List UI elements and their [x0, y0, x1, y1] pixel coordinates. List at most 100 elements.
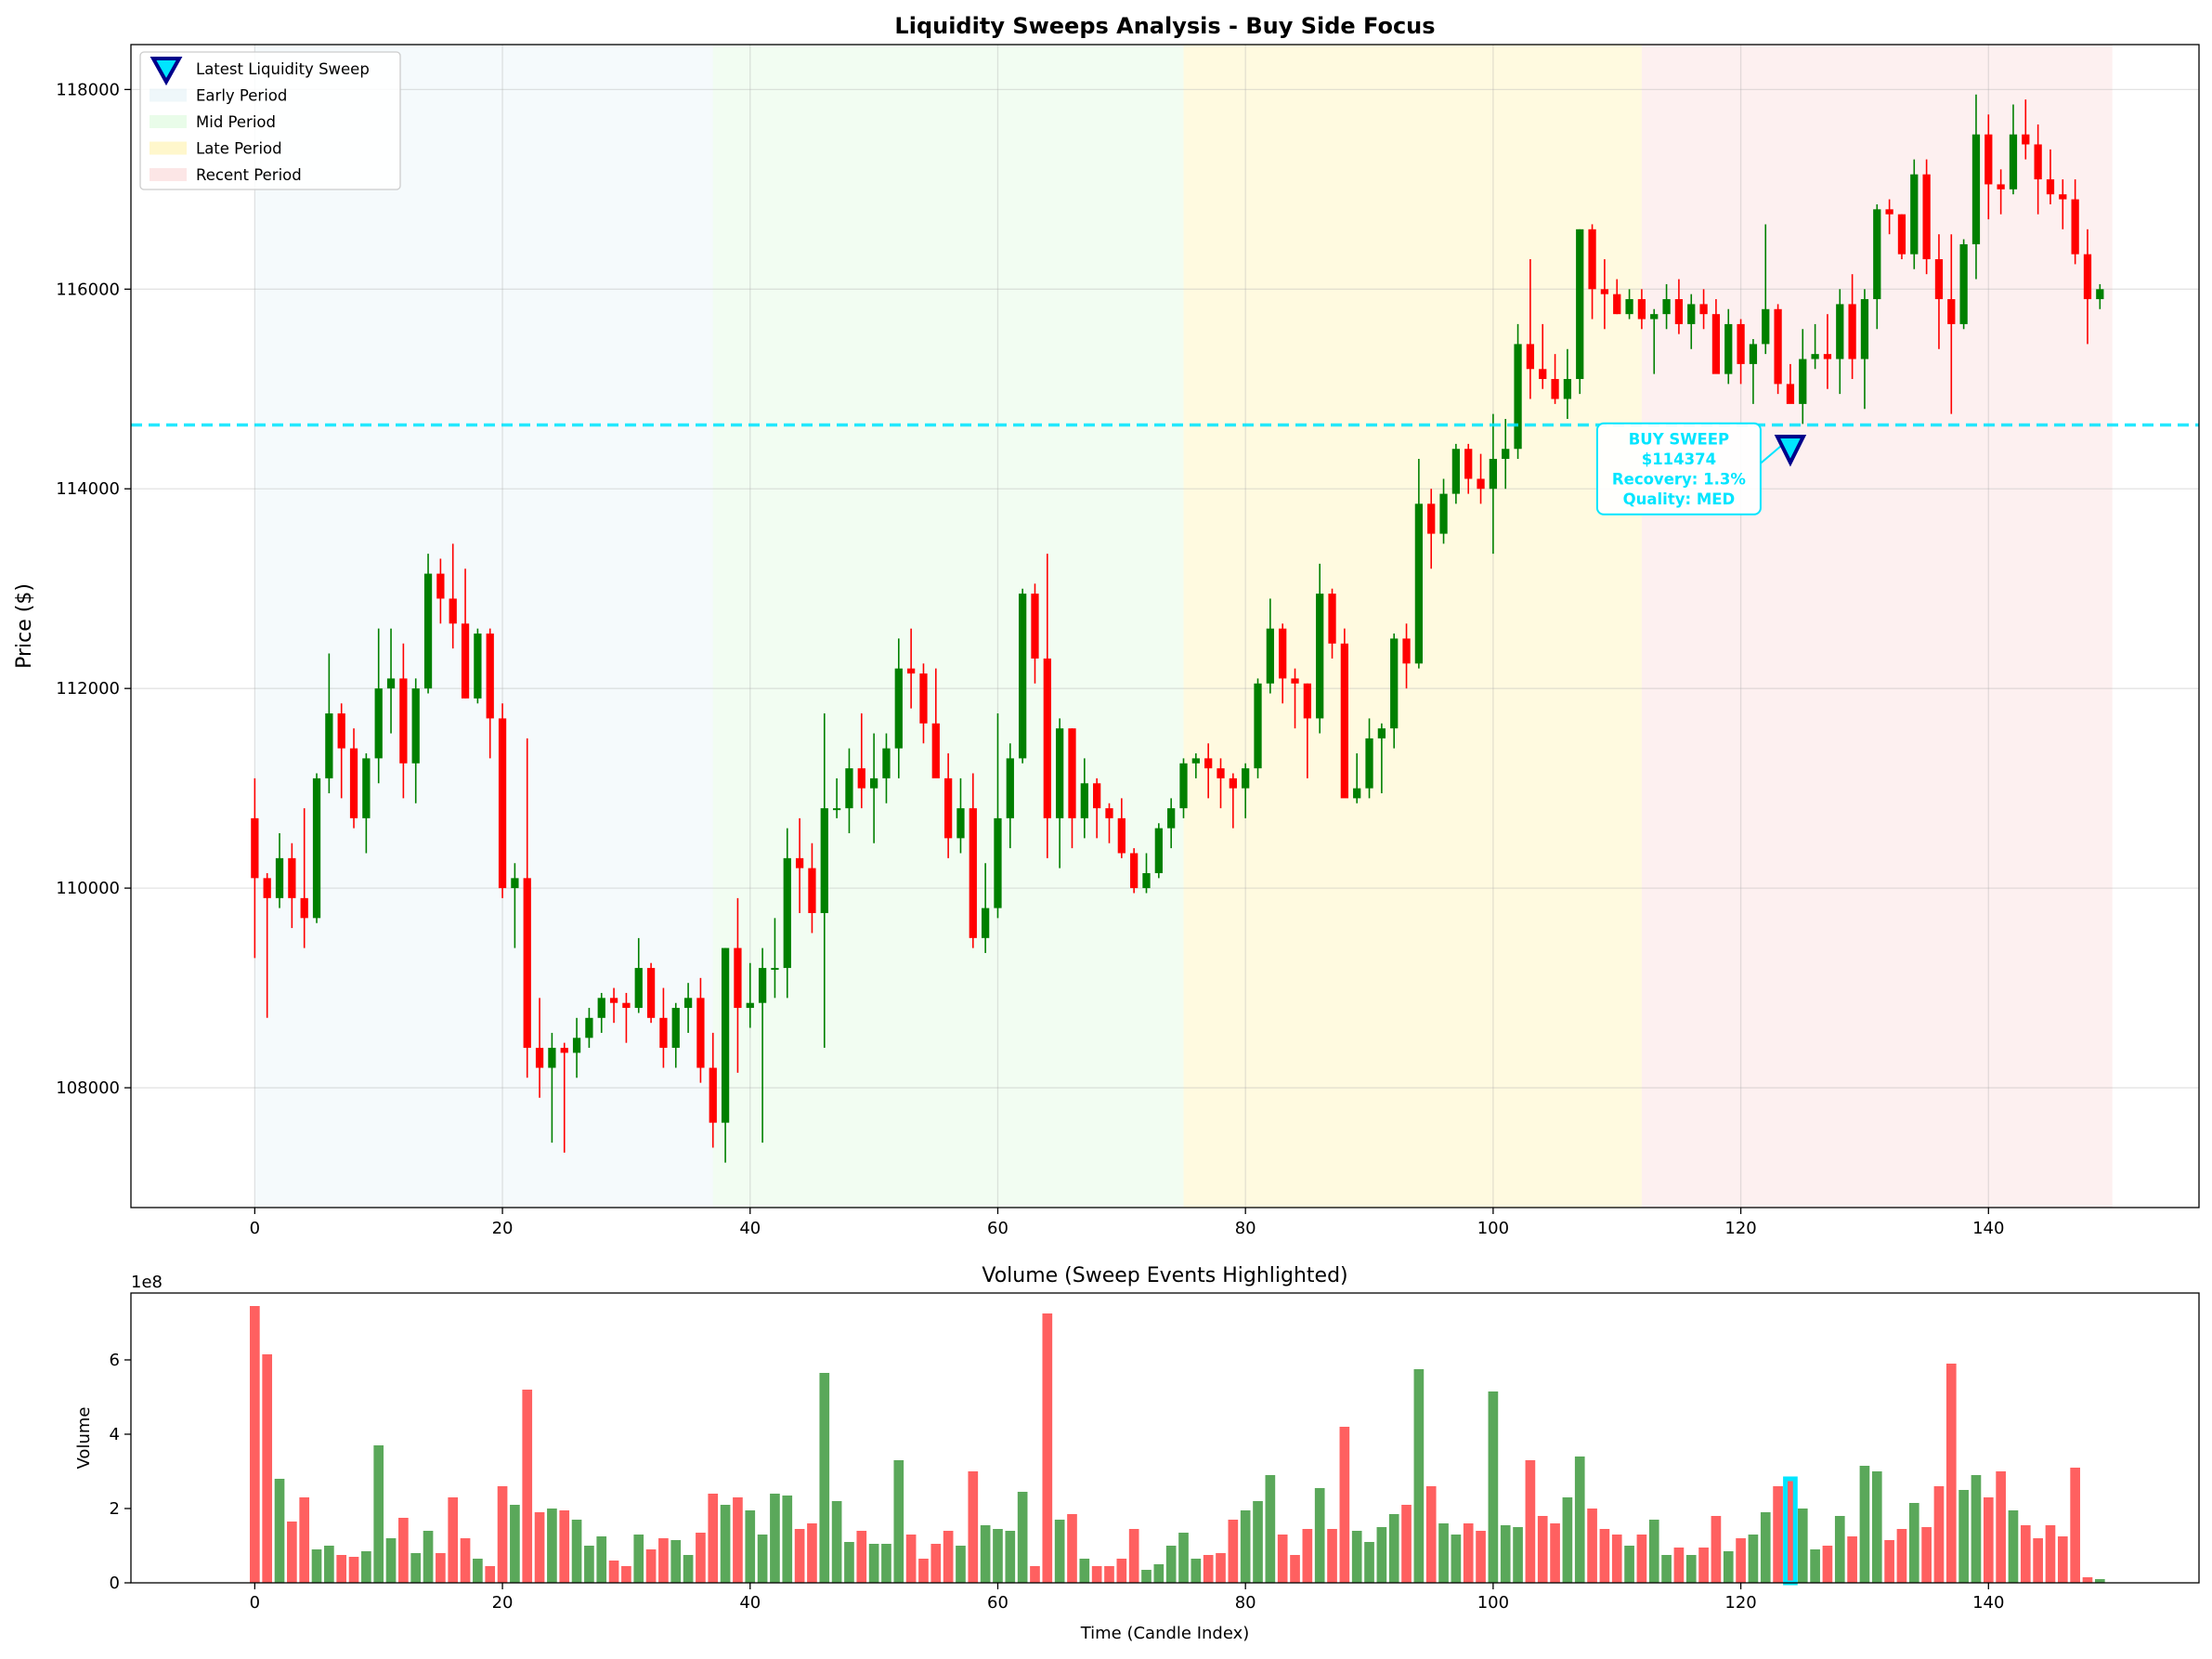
x-tick-label: 20: [492, 1593, 514, 1613]
candle-body: [449, 598, 457, 624]
candle-body: [1377, 728, 1386, 738]
volume-bar: [1574, 1457, 1585, 1583]
volume-bar: [1067, 1514, 1077, 1583]
candle-body: [275, 857, 284, 898]
candle-body: [461, 623, 470, 699]
volume-bar: [968, 1471, 979, 1583]
candle-body: [1526, 344, 1535, 370]
volume-bar: [1413, 1369, 1425, 1583]
candle-body: [1279, 628, 1287, 679]
candle-body: [572, 1038, 581, 1053]
volume-bar: [1884, 1540, 1894, 1583]
volume-bar: [782, 1496, 793, 1583]
annotation-price: $114374: [1642, 451, 1716, 468]
legend-swatch: [150, 115, 187, 128]
volume-bar: [1550, 1523, 1560, 1583]
candle-body: [1502, 449, 1510, 459]
legend-marker-icon: [150, 57, 183, 86]
volume-bar: [1723, 1551, 1734, 1583]
candle-body: [2059, 194, 2067, 200]
candle-body: [1897, 214, 1906, 255]
candle-body: [882, 748, 891, 778]
volume-bar: [559, 1510, 570, 1583]
volume-bar: [534, 1512, 545, 1583]
candle-body: [1316, 594, 1324, 719]
x-tick-label: 0: [250, 1593, 260, 1613]
volume-bar: [1054, 1520, 1065, 1583]
volume-bar: [596, 1536, 607, 1583]
y-tick-label: 108000: [56, 1078, 120, 1098]
volume-bar: [757, 1535, 768, 1583]
candle-body: [906, 668, 916, 674]
candle-body: [1179, 763, 1188, 809]
candle-body: [1588, 229, 1596, 290]
main-axes-frame: [130, 44, 2200, 1208]
candle-body: [1080, 783, 1088, 818]
candle-body: [1093, 783, 1101, 809]
volume-bar: [1017, 1492, 1028, 1583]
candle-body: [1006, 758, 1014, 818]
candle-body: [535, 1048, 544, 1068]
volume-bar: [1698, 1548, 1709, 1583]
candle-body: [1414, 503, 1424, 664]
volume-bar: [1958, 1490, 1969, 1583]
volume-bar: [608, 1561, 619, 1583]
volume-bar: [1711, 1516, 1722, 1583]
volume-bar: [1599, 1529, 1610, 1583]
volume-bar: [1537, 1516, 1548, 1583]
volume-bar: [2057, 1536, 2068, 1583]
volume-bar: [1685, 1555, 1697, 1583]
candle-body: [845, 768, 853, 809]
candle-body: [1167, 808, 1176, 829]
candle-body: [1762, 308, 1770, 345]
legend-label: Recent Period: [196, 166, 302, 184]
volume-bar: [993, 1529, 1003, 1583]
candle-body: [696, 998, 705, 1068]
volume-bar: [1128, 1529, 1139, 1583]
candle-body: [1439, 493, 1448, 534]
volume-bar: [324, 1546, 334, 1583]
candle-body: [288, 857, 296, 898]
volume-bar: [1314, 1488, 1325, 1583]
candle-body: [659, 1017, 668, 1049]
candle-body: [734, 947, 742, 1009]
candle-body: [1353, 788, 1361, 799]
volume-bar: [1921, 1527, 1932, 1583]
candle-body: [1068, 728, 1076, 818]
candle-body: [969, 808, 977, 938]
volume-bar: [683, 1555, 694, 1583]
candle-body: [1191, 758, 1200, 764]
volume-bar: [1388, 1514, 1399, 1583]
candle-body: [771, 968, 779, 971]
candle-body: [1340, 643, 1348, 799]
volume-bar: [943, 1531, 954, 1583]
candle-body: [1427, 503, 1436, 534]
volume-bar: [361, 1551, 371, 1583]
candle-body: [1885, 209, 1893, 215]
volume-bar: [1636, 1535, 1647, 1583]
volume-bar: [1228, 1520, 1239, 1583]
candle-body: [399, 678, 408, 764]
volume-bar: [844, 1542, 854, 1583]
candle-body: [1637, 299, 1646, 320]
candle-body: [1043, 658, 1051, 818]
y-tick-label: 4: [110, 1425, 120, 1444]
period-band: [254, 45, 713, 1208]
candle-body: [1563, 379, 1572, 399]
volume-bar: [1141, 1570, 1152, 1583]
volume-bar: [1438, 1523, 1449, 1583]
candle-body: [523, 878, 531, 1049]
volume-bar: [1996, 1471, 2006, 1583]
candle-body: [1303, 683, 1311, 719]
candle-body: [1613, 294, 1621, 315]
volume-bar: [1376, 1527, 1387, 1583]
x-tick-label: 20: [492, 1219, 514, 1238]
legend-label: Late Period: [196, 140, 282, 158]
main-y-ticks: 108000 110000 112000 114000 116000 118000: [56, 80, 131, 1098]
volume-bar: [497, 1486, 508, 1583]
candle-body: [498, 718, 507, 889]
candle-body: [337, 713, 345, 749]
volume-bar: [1351, 1531, 1362, 1583]
y-tick-label: 2: [110, 1499, 120, 1519]
candle-body: [585, 1017, 593, 1039]
